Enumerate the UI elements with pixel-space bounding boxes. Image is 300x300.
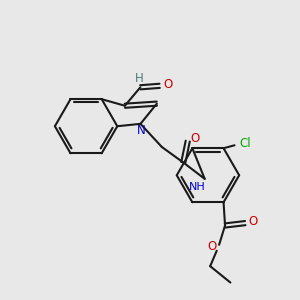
Text: O: O <box>248 215 258 228</box>
Text: H: H <box>134 72 143 85</box>
Text: O: O <box>207 240 216 253</box>
Text: Cl: Cl <box>240 137 251 150</box>
Text: O: O <box>191 132 200 145</box>
Text: O: O <box>164 78 172 91</box>
Text: NH: NH <box>189 182 206 192</box>
Text: N: N <box>137 124 146 137</box>
